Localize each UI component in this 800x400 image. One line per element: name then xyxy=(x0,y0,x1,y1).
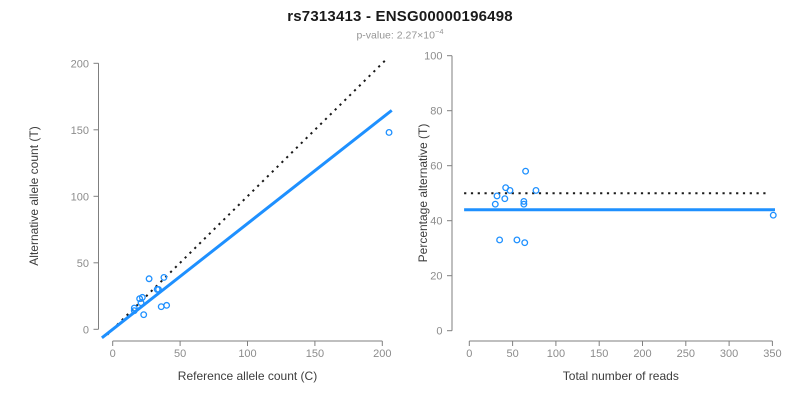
p-value-exponent: −4 xyxy=(434,27,444,36)
y-tick-label: 50 xyxy=(77,258,89,270)
y-tick-label: 100 xyxy=(71,191,89,203)
p-value-subtitle: p-value: 2.27×10−4 xyxy=(0,27,800,42)
x-tick-label: 50 xyxy=(506,348,518,360)
data-point xyxy=(163,301,171,309)
y-tick-label: 0 xyxy=(436,326,442,338)
data-point xyxy=(769,211,777,219)
y-tick-label: 80 xyxy=(430,106,442,118)
data-point xyxy=(506,186,514,194)
data-point xyxy=(522,167,530,175)
x-tick-label: 0 xyxy=(466,348,472,360)
data-point xyxy=(385,129,393,136)
x-tick-label: 350 xyxy=(763,348,781,360)
data-point xyxy=(491,200,499,208)
x-axis-title: Reference allele count (C) xyxy=(178,369,317,383)
y-tick-label: 200 xyxy=(71,58,89,70)
y-tick-label: 100 xyxy=(424,51,442,63)
y-axis-title: Alternative allele count (T) xyxy=(27,126,41,265)
data-point xyxy=(521,239,529,247)
y-axis-title: Percentage alternative (T) xyxy=(416,124,430,263)
p-value-text: p-value: 2.27×10 xyxy=(356,29,435,42)
x-tick-label: 250 xyxy=(677,348,695,360)
data-point xyxy=(496,236,504,244)
data-point xyxy=(140,311,148,319)
y-tick-label: 60 xyxy=(430,161,442,173)
y-tick-label: 0 xyxy=(83,324,89,336)
allele-counts-scatter-plot: 0 50 100 150 200 0 50 100 150 200 Reference allele… xyxy=(27,57,393,383)
data-point xyxy=(493,192,501,200)
y-tick-label: 150 xyxy=(71,125,89,137)
x-tick-label: 150 xyxy=(590,348,608,360)
identity-line xyxy=(106,57,389,336)
x-tick-label: 300 xyxy=(720,348,738,360)
y-tick-label: 40 xyxy=(430,216,442,228)
data-point xyxy=(130,304,138,312)
x-tick-label: 100 xyxy=(547,348,565,360)
data-point xyxy=(532,186,540,194)
x-axis-title: Total number of reads xyxy=(563,369,679,383)
data-point xyxy=(155,285,162,293)
data-point xyxy=(160,273,168,281)
x-tick-label: 0 xyxy=(110,348,116,360)
x-tick-label: 100 xyxy=(238,348,256,360)
percentage-vs-reads-scatter-plot: 0 20 40 60 80 100 0 50 100 150 200 250 300 350 Total n… xyxy=(416,51,782,383)
data-point xyxy=(513,236,521,244)
data-point xyxy=(157,303,165,311)
data-point xyxy=(130,307,138,315)
x-tick-label: 50 xyxy=(174,348,186,360)
data-point xyxy=(520,197,528,205)
data-point xyxy=(137,299,145,307)
data-point xyxy=(501,195,509,203)
page-title: rs7313413 - ENSG00000196498 xyxy=(287,8,513,25)
x-tick-label: 200 xyxy=(633,348,651,360)
fitted-line xyxy=(100,109,393,339)
data-point xyxy=(520,200,528,208)
data-point xyxy=(145,275,153,283)
x-tick-label: 150 xyxy=(306,348,324,360)
x-tick-label: 200 xyxy=(373,348,391,360)
y-tick-label: 20 xyxy=(430,271,442,283)
